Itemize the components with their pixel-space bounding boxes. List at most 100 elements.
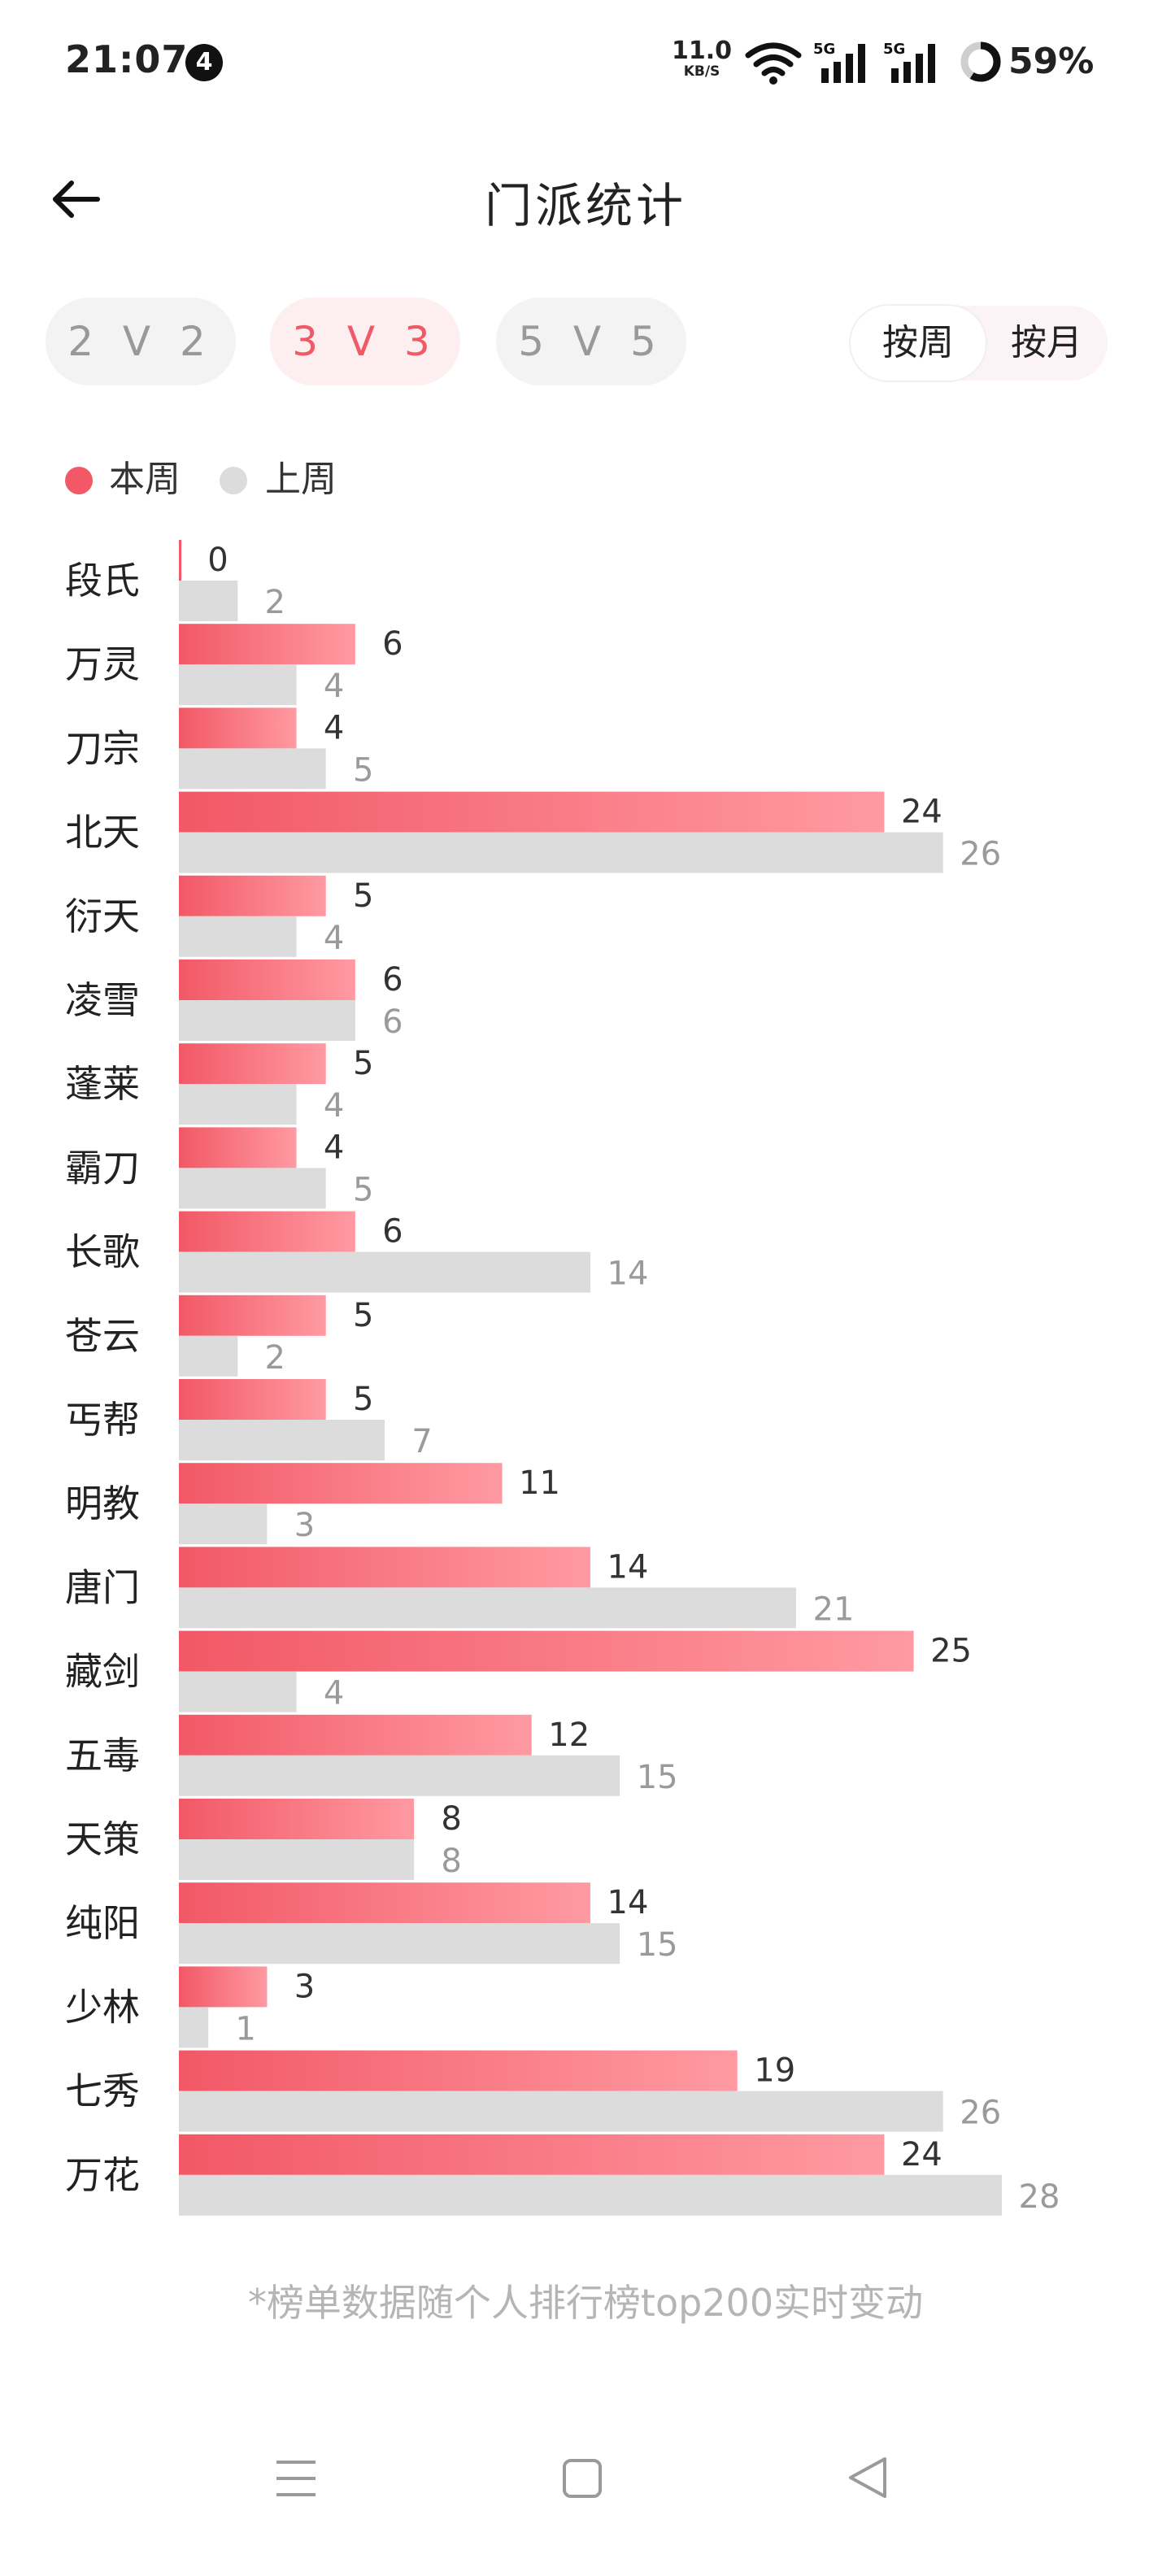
battery-percentage: 59% xyxy=(1008,41,1095,82)
footnote: *榜单数据随个人排行榜top200实时变动 xyxy=(247,2281,924,2325)
value-label-last-week: 5 xyxy=(353,751,373,789)
value-label-this-week: 4 xyxy=(324,1129,344,1166)
value-label-last-week: 4 xyxy=(324,1087,344,1125)
value-label-this-week: 8 xyxy=(441,1800,461,1838)
back-triangle-icon[interactable] xyxy=(846,2454,890,2501)
bar-this-week xyxy=(179,1882,590,1924)
period-week-button[interactable]: 按周 xyxy=(851,306,986,381)
bar-this-week xyxy=(179,540,181,581)
value-label-last-week: 3 xyxy=(294,1507,315,1544)
bar-last-week xyxy=(179,2174,1002,2216)
bar-last-week xyxy=(179,1587,796,1629)
bar-last-week xyxy=(179,1251,590,1293)
bar-this-week xyxy=(179,1966,268,2008)
bar-this-week xyxy=(179,624,355,665)
bar-last-week xyxy=(179,1839,415,1880)
cellular-signal-icon-2: 5G xyxy=(883,41,935,83)
bar-last-week xyxy=(179,1420,385,1460)
value-label-last-week: 2 xyxy=(265,1339,285,1377)
bar-this-week xyxy=(179,707,297,749)
category-label: 万花 xyxy=(65,2153,140,2197)
category-label: 丐帮 xyxy=(65,1398,140,1442)
bar-last-week xyxy=(179,1923,620,1965)
menu-icon[interactable] xyxy=(275,2457,317,2500)
bar-last-week xyxy=(179,1084,297,1125)
status-bar: 21:07 4 11.0 KB/S 5G 5G xyxy=(0,0,1171,122)
value-label-this-week: 3 xyxy=(294,1968,315,2005)
bar-last-week xyxy=(179,1503,268,1545)
value-label-last-week: 7 xyxy=(411,1423,432,1460)
value-label-this-week: 6 xyxy=(382,625,403,663)
bar-last-week xyxy=(179,1000,355,1041)
tab-3v3[interactable]: 3 V 3 xyxy=(270,298,460,385)
category-label: 北天 xyxy=(65,811,140,855)
value-label-last-week: 1 xyxy=(235,2010,255,2047)
legend-dot-last-week xyxy=(220,467,247,494)
value-label-this-week: 5 xyxy=(353,1045,373,1082)
value-label-last-week: 15 xyxy=(637,1926,678,1964)
network-speed-unit: KB/S xyxy=(683,63,720,80)
bar-this-week xyxy=(179,1295,326,1336)
value-label-this-week: 6 xyxy=(382,1213,403,1251)
bar-last-week xyxy=(179,664,297,706)
value-label-this-week: 14 xyxy=(607,1548,649,1586)
bar-this-week xyxy=(179,1630,914,1672)
value-label-this-week: 5 xyxy=(353,877,373,915)
back-arrow-icon[interactable] xyxy=(49,171,106,228)
value-label-this-week: 25 xyxy=(930,1633,972,1670)
category-label: 七秀 xyxy=(65,2069,140,2113)
value-label-last-week: 26 xyxy=(960,836,1001,873)
value-label-this-week: 6 xyxy=(382,961,403,999)
category-label: 唐门 xyxy=(65,1565,140,1609)
category-label: 少林 xyxy=(65,1985,140,2029)
category-label: 凌雪 xyxy=(65,978,140,1022)
bar-last-week xyxy=(179,748,326,790)
page-title: 门派统计 xyxy=(484,178,686,233)
value-label-this-week: 5 xyxy=(353,1381,373,1418)
network-speed: 11.0 KB/S xyxy=(672,39,732,80)
category-label: 明教 xyxy=(65,1482,140,1525)
bar-this-week xyxy=(179,1714,532,1756)
bar-last-week xyxy=(179,2091,943,2132)
value-label-last-week: 4 xyxy=(324,668,344,705)
legend-dot-this-week xyxy=(65,467,93,494)
home-icon[interactable] xyxy=(561,2457,603,2500)
category-label: 万灵 xyxy=(65,642,140,686)
category-label: 藏剑 xyxy=(65,1650,140,1694)
category-label: 五毒 xyxy=(65,1734,140,1778)
category-label: 衍天 xyxy=(65,894,140,938)
legend-label-last-week: 上周 xyxy=(265,459,337,500)
signal-1-label: 5G xyxy=(813,41,835,58)
bar-this-week xyxy=(179,1043,326,1085)
value-label-this-week: 12 xyxy=(548,1717,590,1754)
category-label: 刀宗 xyxy=(65,726,140,770)
bar-this-week xyxy=(179,2050,738,2091)
value-label-last-week: 5 xyxy=(353,1171,373,1208)
value-label-this-week: 14 xyxy=(607,1884,649,1921)
category-label: 长歌 xyxy=(65,1230,140,1274)
bar-this-week xyxy=(179,875,326,916)
tab-2v2[interactable]: 2 V 2 xyxy=(46,298,236,385)
period-month-button[interactable]: 按月 xyxy=(1011,322,1082,363)
bar-last-week xyxy=(179,581,238,621)
bar-this-week xyxy=(179,1799,415,1839)
bar-last-week xyxy=(179,832,943,873)
category-label: 段氏 xyxy=(65,559,140,603)
period-toggle: 按周 按月 xyxy=(851,306,1108,381)
tab-5v5[interactable]: 5 V 5 xyxy=(496,298,686,385)
value-label-last-week: 8 xyxy=(441,1843,461,1880)
notification-count-badge: 4 xyxy=(185,44,223,81)
bar-this-week xyxy=(179,2134,885,2175)
bar-last-week xyxy=(179,1755,620,1796)
category-label: 天策 xyxy=(65,1817,140,1861)
bar-this-week xyxy=(179,959,355,1000)
value-label-last-week: 4 xyxy=(324,920,344,957)
value-label-last-week: 14 xyxy=(607,1255,649,1293)
value-label-last-week: 21 xyxy=(813,1590,855,1628)
value-label-this-week: 19 xyxy=(754,2052,795,2090)
bar-last-week xyxy=(179,916,297,957)
value-label-this-week: 24 xyxy=(901,794,942,831)
value-label-last-week: 15 xyxy=(637,1759,678,1796)
